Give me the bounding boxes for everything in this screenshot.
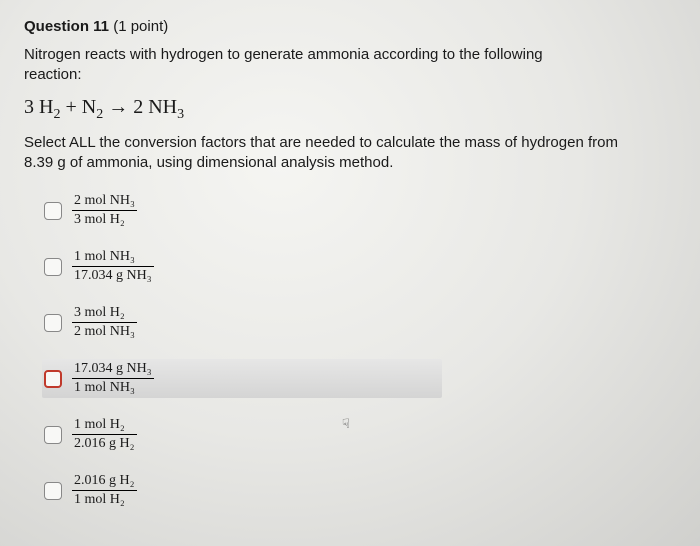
checkbox[interactable]: [44, 370, 62, 388]
cursor-icon: ☟: [342, 416, 350, 432]
fraction-denominator: 3 mol H₂: [72, 211, 137, 228]
fraction-numerator: 3 mol H₂: [72, 305, 137, 323]
option-row[interactable]: 3 mol H₂2 mol NH₃: [42, 303, 676, 342]
option-fraction: 2.016 g H₂1 mol H₂: [72, 473, 137, 508]
option-fraction: 3 mol H₂2 mol NH₃: [72, 305, 137, 340]
option-row[interactable]: 1 mol NH₃17.034 g NH₃: [42, 247, 676, 286]
reaction-equation: 3 H2 + N2 → 2 NH3: [24, 96, 676, 123]
option-row[interactable]: 17.034 g NH₃1 mol NH₃: [42, 359, 442, 398]
fraction-denominator: 17.034 g NH₃: [72, 267, 154, 284]
question-header: Question 11 (1 point): [24, 18, 676, 35]
fraction-numerator: 2 mol NH₃: [72, 193, 137, 211]
question-points: (1 point): [109, 18, 168, 35]
option-fraction: 2 mol NH₃3 mol H₂: [72, 193, 137, 228]
checkbox[interactable]: [44, 426, 62, 444]
option-fraction: 17.034 g NH₃1 mol NH₃: [72, 361, 154, 396]
checkbox[interactable]: [44, 202, 62, 220]
question-prompt: Nitrogen reacts with hydrogen to generat…: [24, 45, 584, 86]
option-fraction: 1 mol H₂2.016 g H₂: [72, 417, 137, 452]
option-row[interactable]: 2 mol NH₃3 mol H₂: [42, 191, 676, 230]
question-instruction: Select ALL the conversion factors that a…: [24, 133, 624, 174]
fraction-numerator: 17.034 g NH₃: [72, 361, 154, 379]
checkbox[interactable]: [44, 258, 62, 276]
option-row[interactable]: 1 mol H₂2.016 g H₂: [42, 415, 676, 454]
fraction-numerator: 1 mol NH₃: [72, 249, 154, 267]
fraction-denominator: 2.016 g H₂: [72, 435, 137, 452]
question-number: Question 11: [24, 18, 109, 35]
fraction-denominator: 1 mol NH₃: [72, 379, 154, 396]
fraction-denominator: 2 mol NH₃: [72, 323, 137, 340]
fraction-numerator: 1 mol H₂: [72, 417, 137, 435]
checkbox[interactable]: [44, 314, 62, 332]
fraction-numerator: 2.016 g H₂: [72, 473, 137, 491]
options-group: 2 mol NH₃3 mol H₂1 mol NH₃17.034 g NH₃3 …: [24, 191, 676, 510]
option-fraction: 1 mol NH₃17.034 g NH₃: [72, 249, 154, 284]
fraction-denominator: 1 mol H₂: [72, 491, 137, 508]
option-row[interactable]: 2.016 g H₂1 mol H₂: [42, 471, 676, 510]
checkbox[interactable]: [44, 482, 62, 500]
